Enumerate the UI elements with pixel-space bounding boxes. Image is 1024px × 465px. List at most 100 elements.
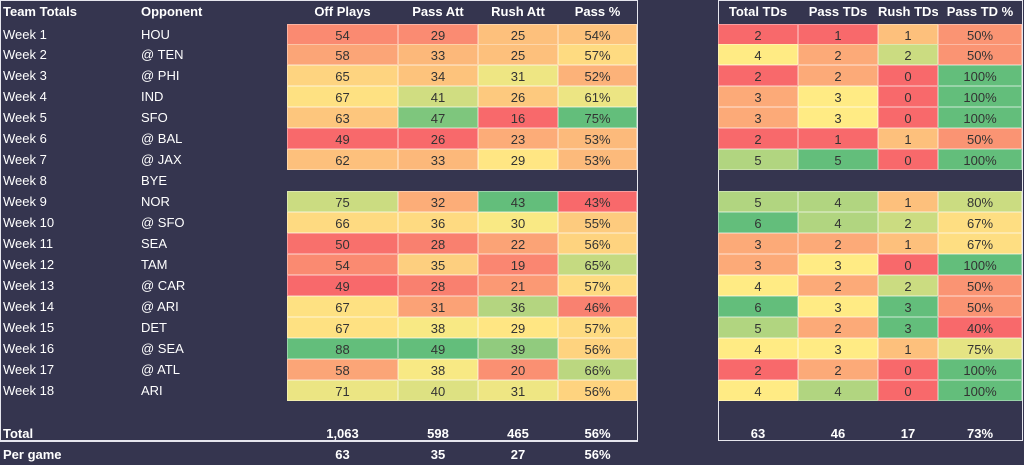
table-cell: 29 — [478, 316, 558, 338]
row-label: Week 16 — [3, 340, 55, 356]
table-cell: 19 — [478, 253, 558, 275]
table-cell: 26 — [398, 128, 478, 150]
total-label: Total — [3, 425, 34, 441]
table-cell: 23 — [478, 128, 558, 150]
row-label: Week 15 — [3, 319, 55, 335]
table-cell: 67% — [938, 212, 1022, 234]
table-cell: 26 — [478, 86, 558, 108]
total-cell: 63 — [750, 425, 766, 441]
table-cell: 100% — [938, 253, 1022, 275]
table-cell: 0 — [878, 149, 938, 171]
table-cell: 2 — [718, 23, 798, 45]
table-cell: 55% — [558, 212, 637, 234]
opponent: @ BAL — [141, 131, 183, 147]
opponent: TAM — [141, 256, 168, 272]
table-cell: 2 — [878, 44, 938, 66]
row-label: Week 7 — [3, 152, 47, 168]
table-cell: 16 — [478, 107, 558, 129]
table-cell: 34 — [398, 65, 478, 87]
row-label: Week 5 — [3, 110, 47, 126]
table-cell: 6 — [718, 295, 798, 317]
table-cell: 40 — [398, 379, 478, 401]
table-cell: 50 — [287, 233, 398, 254]
table-cell: 5 — [718, 191, 798, 213]
table-cell: 2 — [878, 212, 938, 234]
table-cell: 28 — [398, 233, 478, 254]
table-cell: 2 — [718, 358, 798, 380]
table-cell: 5 — [718, 316, 798, 338]
table-cell: 75% — [938, 337, 1022, 359]
table-cell: 3 — [798, 337, 878, 359]
row-label: Week 14 — [3, 298, 55, 314]
row-label: Week 9 — [3, 194, 47, 210]
table-cell: 3 — [718, 253, 798, 275]
table-cell: 28 — [398, 274, 478, 296]
table-cell: 2 — [798, 65, 878, 87]
row-label: Week 4 — [3, 89, 47, 105]
opponent: @ PHI — [141, 68, 180, 84]
opponent: SEA — [141, 236, 168, 251]
table-cell: 46% — [558, 295, 637, 317]
opponent: @ CAR — [141, 277, 186, 293]
table-cell: 2 — [798, 358, 878, 380]
row-label: Week 1 — [3, 26, 47, 42]
table-cell: 4 — [718, 337, 798, 359]
opponent: @ SEA — [141, 340, 184, 356]
table-cell: 22 — [478, 233, 558, 254]
per-game-cell: 56% — [584, 446, 611, 462]
table-cell: 4 — [798, 212, 878, 234]
table-cell: 67 — [287, 316, 398, 338]
column-header: Rush Att — [491, 4, 545, 19]
table-cell: 33 — [398, 44, 478, 66]
row-label: Week 18 — [3, 382, 55, 398]
opponent: @ SFO — [141, 215, 185, 231]
table-cell: 75% — [558, 107, 637, 129]
table-cell: 80% — [938, 191, 1022, 213]
table-cell: 67 — [287, 295, 398, 317]
table-cell: 1 — [878, 233, 938, 254]
table-cell: 1 — [798, 23, 878, 45]
table-cell: 29 — [398, 23, 478, 45]
table-cell: 2 — [798, 233, 878, 254]
table-cell: 56% — [558, 337, 637, 359]
table-cell: 100% — [938, 149, 1022, 171]
per-game-cell: 27 — [510, 446, 526, 462]
total-cell: 17 — [900, 425, 916, 441]
table-cell: 62 — [287, 149, 398, 171]
column-header: Off Plays — [314, 4, 371, 19]
table-cell: 100% — [938, 107, 1022, 129]
opponent: BYE — [141, 173, 168, 189]
table-cell: 71 — [287, 379, 398, 401]
table-cell: 3 — [718, 107, 798, 129]
opponent: ARI — [141, 382, 163, 398]
table-cell: 1 — [878, 191, 938, 213]
opponent: NOR — [141, 194, 170, 210]
table-cell: 56% — [558, 233, 637, 254]
table-cell: 0 — [878, 379, 938, 401]
column-header: Rush TDs — [878, 4, 938, 19]
total-cell: 465 — [507, 425, 529, 441]
table-cell: 33 — [398, 149, 478, 171]
table-cell: 1 — [798, 128, 878, 150]
table-cell: 3 — [798, 295, 878, 317]
table-cell: 43% — [558, 191, 637, 213]
table-cell: 53% — [558, 149, 637, 171]
opponent: @ JAX — [141, 152, 182, 168]
row-label: Week 8 — [3, 173, 47, 189]
table-cell: 31 — [478, 65, 558, 87]
row-label: Week 2 — [3, 47, 47, 63]
table-cell: 2 — [798, 274, 878, 296]
table-cell: 3 — [878, 316, 938, 338]
table-cell: 67% — [938, 233, 1022, 254]
table-cell: 58 — [287, 358, 398, 380]
table-cell: 0 — [878, 253, 938, 275]
column-header: Pass TD % — [946, 4, 1014, 19]
table-cell: 57% — [558, 44, 637, 66]
table-cell: 25 — [478, 23, 558, 45]
table-cell: 40% — [938, 316, 1022, 338]
opponent: @ ATL — [141, 361, 180, 377]
column-header: Total TDs — [728, 4, 788, 19]
table-cell: 2 — [878, 274, 938, 296]
table-cell: 3 — [798, 253, 878, 275]
